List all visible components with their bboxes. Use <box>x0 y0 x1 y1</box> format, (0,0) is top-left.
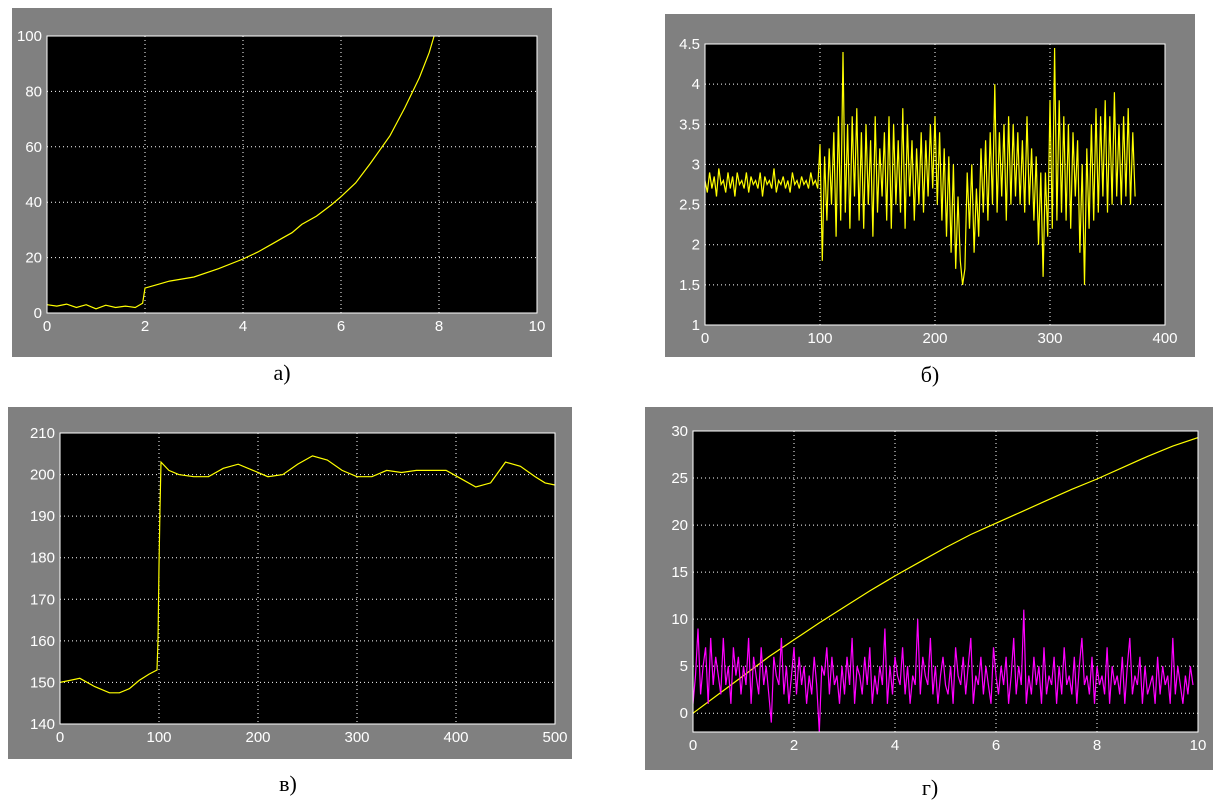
y-tick-label: 1 <box>692 317 700 334</box>
y-tick-label: 3 <box>692 156 700 173</box>
chart-panel-d: 0 2 4 6 8 10 0 5 10 15 20 25 30 <box>645 407 1213 770</box>
chart-b: 0 100 200 300 400 1 1.5 2 2.5 3 3.5 4 4.5 <box>679 36 1177 347</box>
y-tick-label: 80 <box>25 83 42 100</box>
y-tick-label: 2.5 <box>679 197 700 214</box>
chart-panel-a: 0 2 4 6 8 10 0 20 40 60 80 100 <box>12 8 552 357</box>
chart-c: 0 100 200 300 400 500 140 150 160 170 180 190 200 210 <box>30 425 568 746</box>
plot-area <box>47 36 537 313</box>
caption-a: а) <box>273 360 291 385</box>
y-tick-label: 100 <box>17 28 42 45</box>
x-tick-label: 4 <box>891 737 899 754</box>
y-tick-label: 210 <box>30 425 55 442</box>
x-tick-label: 4 <box>239 318 247 335</box>
y-tick-label: 5 <box>680 658 688 675</box>
caption-d: г) <box>921 775 939 800</box>
x-tick-label: 400 <box>443 729 468 746</box>
caption-b: б) <box>920 362 940 387</box>
x-tick-label: 0 <box>689 737 697 754</box>
y-tick-label: 0 <box>680 705 688 722</box>
series-line-1 <box>705 47 1136 285</box>
x-tick-label: 10 <box>1190 737 1207 754</box>
x-tick-label: 10 <box>529 318 546 335</box>
x-tick-label: 300 <box>344 729 369 746</box>
x-tick-label: 100 <box>807 330 832 347</box>
series-line-1 <box>60 455 555 694</box>
x-tick-label: 2 <box>790 737 798 754</box>
x-tick-label: 8 <box>435 318 443 335</box>
y-tick-label: 190 <box>30 508 55 525</box>
y-tick-label: 4 <box>692 76 700 93</box>
x-tick-label: 0 <box>701 330 709 347</box>
y-tick-label: 2 <box>692 237 700 254</box>
y-tick-label: 60 <box>25 139 42 156</box>
y-tick-label: 180 <box>30 550 55 567</box>
x-tick-label: 200 <box>245 729 270 746</box>
plot-border <box>46 35 538 314</box>
x-tick-label: 0 <box>56 729 64 746</box>
y-tick-label: 10 <box>671 611 688 628</box>
y-tick-label: 15 <box>671 564 688 581</box>
x-tick-label: 6 <box>337 318 345 335</box>
y-tick-label: 4.5 <box>679 36 700 53</box>
series-line-2 <box>693 609 1194 732</box>
plot-border <box>692 430 1199 733</box>
chart-panel-c: 0 100 200 300 400 500 140 150 160 170 180 190 200 210 <box>8 407 572 759</box>
x-tick-label: 500 <box>542 729 567 746</box>
x-tick-label: 8 <box>1093 737 1101 754</box>
x-tick-label: 6 <box>992 737 1000 754</box>
y-tick-label: 150 <box>30 674 55 691</box>
chart-panel-b: 0 100 200 300 400 1 1.5 2 2.5 3 3.5 4 4.5 <box>665 14 1195 357</box>
x-tick-label: 100 <box>146 729 171 746</box>
plot-area <box>60 433 555 724</box>
y-tick-label: 3.5 <box>679 116 700 133</box>
y-tick-label: 140 <box>30 716 55 733</box>
x-tick-label: 300 <box>1037 330 1062 347</box>
y-tick-label: 20 <box>25 250 42 267</box>
caption-c: в) <box>279 771 297 796</box>
series-line-1 <box>693 437 1198 714</box>
y-tick-label: 30 <box>671 423 688 440</box>
y-tick-label: 160 <box>30 633 55 650</box>
series-line-1 <box>47 36 435 310</box>
chart-d: 0 2 4 6 8 10 0 5 10 15 20 25 30 <box>671 423 1207 754</box>
y-tick-label: 170 <box>30 591 55 608</box>
y-tick-label: 40 <box>25 194 42 211</box>
y-tick-label: 25 <box>671 470 688 487</box>
x-tick-label: 200 <box>922 330 947 347</box>
x-tick-label: 400 <box>1152 330 1177 347</box>
x-tick-label: 2 <box>141 318 149 335</box>
y-tick-label: 20 <box>671 517 688 534</box>
y-tick-label: 200 <box>30 467 55 484</box>
y-tick-label: 1.5 <box>679 277 700 294</box>
plot-border <box>59 432 556 725</box>
y-tick-label: 0 <box>34 305 42 322</box>
x-tick-label: 0 <box>43 318 51 335</box>
plot-border <box>704 43 1166 326</box>
